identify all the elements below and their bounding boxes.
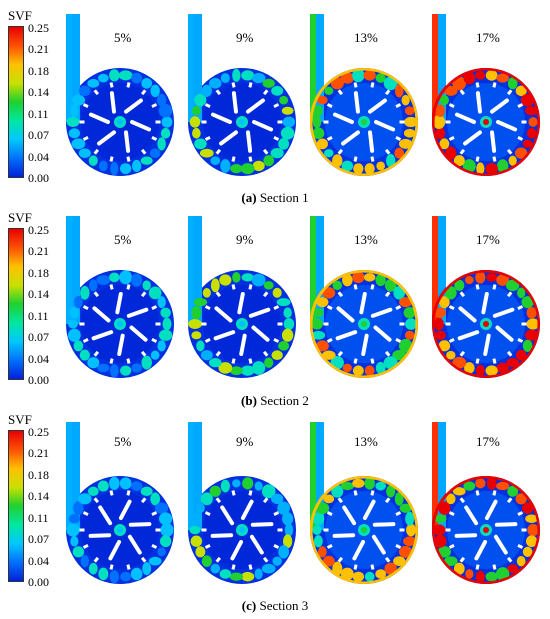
tick: 0.21	[28, 446, 49, 460]
tick: 0.04	[28, 554, 49, 568]
tick: 0.00	[28, 171, 49, 185]
contour-svg	[188, 422, 296, 584]
contour-svg	[66, 422, 174, 584]
contour-panel	[430, 14, 546, 184]
contour-svg	[310, 422, 418, 584]
tick: 0.21	[28, 244, 49, 258]
colorbar-title: SVF	[8, 412, 32, 427]
caption-a: (a) Section 1	[0, 190, 550, 206]
percent-label: 17%	[476, 232, 500, 247]
caption-b: (b) Section 2	[0, 393, 550, 409]
tick: 0.00	[28, 373, 49, 387]
tick: 0.21	[28, 42, 49, 56]
contour-svg	[310, 216, 418, 378]
contour-svg	[188, 216, 296, 378]
colorbar-title: SVF	[8, 210, 32, 225]
caption-letter: (b)	[241, 393, 257, 408]
colorbar-strip	[8, 228, 24, 380]
percent-label: 17%	[476, 30, 500, 45]
caption-text: Section 2	[260, 393, 309, 408]
section-a: SVF 0.25 0.21 0.18 0.14 0.11 0.07 0.04 0…	[0, 0, 550, 210]
contour-svg	[432, 216, 540, 378]
tick: 0.00	[28, 575, 49, 589]
caption-c: (c) Section 3	[0, 598, 550, 614]
caption-letter: (c)	[241, 598, 257, 613]
tick: 0.07	[28, 532, 49, 546]
percent-label: 17%	[476, 434, 500, 449]
tick: 0.11	[28, 107, 49, 121]
colorbar-title: SVF	[8, 8, 32, 23]
tick: 0.18	[28, 468, 49, 482]
contour-svg	[432, 14, 540, 176]
percent-label: 9%	[236, 30, 254, 45]
percent-label: 9%	[236, 232, 254, 247]
contour-panel	[64, 14, 180, 184]
contour-svg	[188, 14, 296, 176]
colorbar-strip	[8, 26, 24, 178]
contour-svg	[66, 216, 174, 378]
tick: 0.25	[28, 425, 49, 439]
contour-panel	[308, 216, 424, 386]
section-c: SVF 0.25 0.21 0.18 0.14 0.11 0.07 0.04 0…	[0, 412, 550, 619]
tick: 0.25	[28, 223, 49, 237]
tick: 0.14	[28, 489, 49, 503]
contour-panel	[308, 422, 424, 592]
contour-panel	[430, 216, 546, 386]
tick: 0.11	[28, 511, 49, 525]
contour-panel	[430, 422, 546, 592]
contour-panel	[186, 14, 302, 184]
percent-label: 5%	[114, 30, 132, 45]
contour-panel	[186, 422, 302, 592]
section-b: SVF 0.25 0.21 0.18 0.14 0.11 0.07 0.04 0…	[0, 210, 550, 415]
tick: 0.04	[28, 352, 49, 366]
percent-label: 5%	[114, 434, 132, 449]
caption-text: Section 3	[259, 598, 309, 613]
percent-label: 13%	[354, 232, 378, 247]
percent-label: 13%	[354, 434, 378, 449]
contour-svg	[432, 422, 540, 584]
colorbar-strip	[8, 430, 24, 582]
percent-label: 13%	[354, 30, 378, 45]
tick: 0.18	[28, 266, 49, 280]
tick: 0.04	[28, 150, 49, 164]
tick: 0.18	[28, 64, 49, 78]
contour-svg	[66, 14, 174, 176]
contour-panel	[64, 216, 180, 386]
caption-text: Section 1	[259, 190, 309, 205]
contour-panel	[308, 14, 424, 184]
tick: 0.11	[28, 309, 49, 323]
contour-svg	[310, 14, 418, 176]
tick: 0.14	[28, 85, 49, 99]
percent-label: 5%	[114, 232, 132, 247]
tick: 0.07	[28, 128, 49, 142]
tick: 0.07	[28, 330, 49, 344]
tick: 0.14	[28, 287, 49, 301]
contour-panel	[186, 216, 302, 386]
tick: 0.25	[28, 21, 49, 35]
caption-letter: (a)	[241, 190, 257, 205]
contour-panel	[64, 422, 180, 592]
percent-label: 9%	[236, 434, 254, 449]
